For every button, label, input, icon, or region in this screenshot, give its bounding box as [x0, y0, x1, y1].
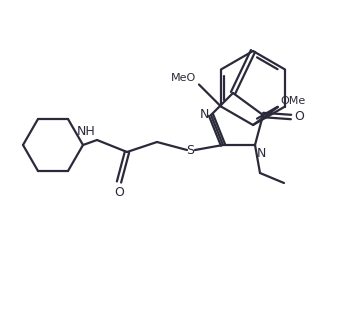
Text: N: N: [200, 108, 209, 122]
Text: O: O: [294, 111, 304, 123]
Text: O: O: [114, 186, 124, 199]
Text: NH: NH: [76, 125, 95, 138]
Text: OMe: OMe: [280, 96, 305, 106]
Text: MeO: MeO: [171, 73, 196, 83]
Text: S: S: [186, 144, 194, 157]
Text: N: N: [257, 147, 266, 160]
